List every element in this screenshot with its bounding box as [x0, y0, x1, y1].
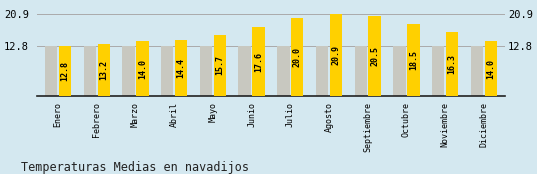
- Bar: [470, 46, 483, 96]
- Bar: [45, 46, 57, 96]
- Bar: [59, 46, 71, 96]
- Bar: [354, 46, 367, 96]
- Text: 20.5: 20.5: [370, 46, 379, 66]
- Bar: [368, 16, 381, 96]
- Bar: [238, 46, 251, 96]
- Bar: [316, 46, 328, 96]
- Bar: [291, 18, 303, 96]
- Text: 14.0: 14.0: [138, 59, 147, 79]
- Text: 17.6: 17.6: [254, 52, 263, 72]
- Bar: [393, 46, 405, 96]
- Text: 20.9: 20.9: [331, 45, 340, 65]
- Text: 18.5: 18.5: [409, 50, 418, 70]
- Text: 20.0: 20.0: [293, 47, 302, 67]
- Bar: [484, 41, 497, 96]
- Bar: [446, 32, 458, 96]
- Text: 15.7: 15.7: [215, 56, 224, 76]
- Text: 12.8: 12.8: [61, 61, 70, 81]
- Bar: [98, 45, 110, 96]
- Text: 16.3: 16.3: [447, 54, 456, 74]
- Text: 13.2: 13.2: [99, 60, 108, 80]
- Bar: [136, 41, 149, 96]
- Text: 14.0: 14.0: [486, 59, 495, 79]
- Bar: [214, 35, 226, 96]
- Bar: [161, 46, 173, 96]
- Bar: [252, 27, 265, 96]
- Bar: [200, 46, 212, 96]
- Bar: [330, 14, 342, 96]
- Bar: [122, 46, 135, 96]
- Bar: [277, 46, 289, 96]
- Bar: [84, 46, 96, 96]
- Bar: [407, 24, 419, 96]
- Bar: [175, 40, 187, 96]
- Bar: [432, 46, 444, 96]
- Text: 14.4: 14.4: [177, 58, 186, 78]
- Text: Temperaturas Medias en navadijos: Temperaturas Medias en navadijos: [21, 161, 250, 174]
